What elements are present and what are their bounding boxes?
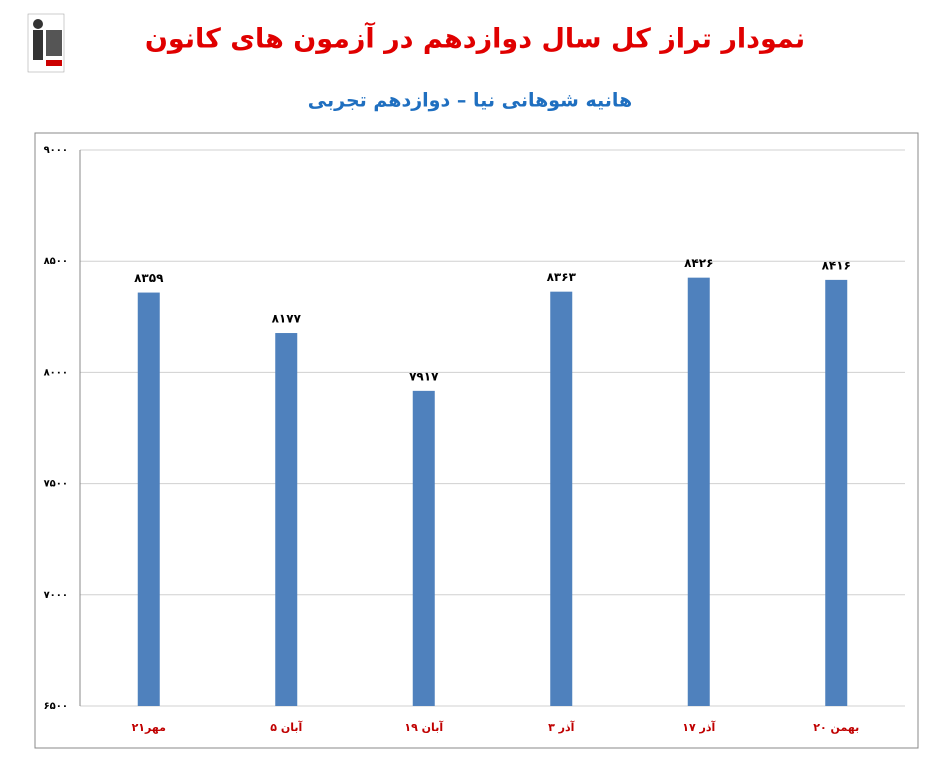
y-tick-label: ۷۵۰۰ xyxy=(44,479,68,490)
y-tick-label: ۸۰۰۰ xyxy=(44,367,68,378)
x-tick-label: ۲۱مهر xyxy=(132,721,166,734)
data-label: ۸۱۷۷ xyxy=(272,312,302,326)
x-tick-label: ۱۷ آذر xyxy=(682,720,715,734)
bar xyxy=(687,277,710,706)
x-tick-label: ۵ آبان xyxy=(270,720,302,734)
chart-title: نمودار تراز کل سال دوازدهم در آزمون های … xyxy=(145,22,805,55)
y-tick-label: ۷۰۰۰ xyxy=(44,590,68,601)
chart-frame xyxy=(34,132,919,749)
y-tick-label: ۹۰۰۰ xyxy=(44,145,68,156)
data-label: ۸۴۲۶ xyxy=(684,256,713,270)
chart-subtitle: هانیه شوهانی نیا – دوازدهم تجربی xyxy=(308,90,632,112)
logo xyxy=(27,13,65,73)
bar xyxy=(825,279,848,706)
x-tick-label: ۱۹ آبان xyxy=(404,720,443,734)
x-tick-label: ۳ آذر xyxy=(548,720,575,734)
y-tick-label: ۸۵۰۰ xyxy=(44,256,68,267)
bar xyxy=(137,292,160,706)
data-label: ۸۳۵۹ xyxy=(134,271,164,285)
data-label: ۷۹۱۷ xyxy=(409,369,439,383)
y-tick-label: ۶۵۰۰ xyxy=(44,701,68,712)
bar xyxy=(275,333,298,706)
data-label: ۸۳۶۳ xyxy=(547,270,577,284)
bar xyxy=(550,291,573,706)
bar xyxy=(412,390,435,706)
data-label: ۸۴۱۶ xyxy=(822,258,851,272)
x-tick-label: ۲۰ بهمن xyxy=(813,721,859,734)
